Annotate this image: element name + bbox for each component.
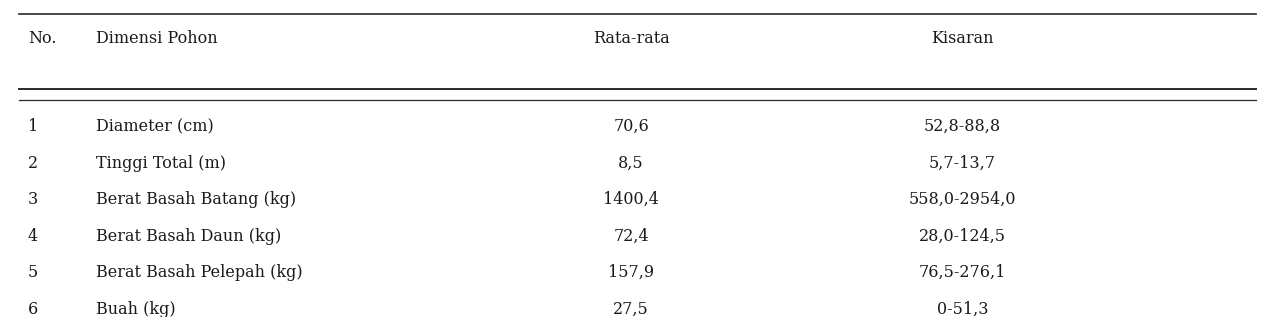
- Text: 76,5-276,1: 76,5-276,1: [919, 264, 1006, 281]
- Text: Kisaran: Kisaran: [931, 29, 994, 47]
- Text: 1400,4: 1400,4: [603, 191, 659, 208]
- Text: 2: 2: [28, 155, 38, 172]
- Text: Berat Basah Daun (kg): Berat Basah Daun (kg): [96, 228, 280, 245]
- Text: 1: 1: [28, 118, 38, 135]
- Text: 5: 5: [28, 264, 38, 281]
- Text: Dimensi Pohon: Dimensi Pohon: [96, 29, 217, 47]
- Text: Berat Basah Pelepah (kg): Berat Basah Pelepah (kg): [96, 264, 302, 281]
- Text: Buah (kg): Buah (kg): [96, 301, 175, 317]
- Text: 28,0-124,5: 28,0-124,5: [919, 228, 1006, 245]
- Text: 72,4: 72,4: [613, 228, 649, 245]
- Text: 157,9: 157,9: [608, 264, 654, 281]
- Text: 27,5: 27,5: [613, 301, 649, 317]
- Text: 70,6: 70,6: [613, 118, 649, 135]
- Text: Rata-rata: Rata-rata: [593, 29, 669, 47]
- Text: 6: 6: [28, 301, 38, 317]
- Text: 4: 4: [28, 228, 38, 245]
- Text: No.: No.: [28, 29, 56, 47]
- Text: 8,5: 8,5: [618, 155, 644, 172]
- Text: 5,7-13,7: 5,7-13,7: [929, 155, 996, 172]
- Text: Tinggi Total (m): Tinggi Total (m): [96, 155, 226, 172]
- Text: 3: 3: [28, 191, 38, 208]
- Text: 52,8-88,8: 52,8-88,8: [924, 118, 1001, 135]
- Text: Diameter (cm): Diameter (cm): [96, 118, 213, 135]
- Text: 558,0-2954,0: 558,0-2954,0: [909, 191, 1016, 208]
- Text: 0-51,3: 0-51,3: [937, 301, 988, 317]
- Text: Berat Basah Batang (kg): Berat Basah Batang (kg): [96, 191, 296, 208]
